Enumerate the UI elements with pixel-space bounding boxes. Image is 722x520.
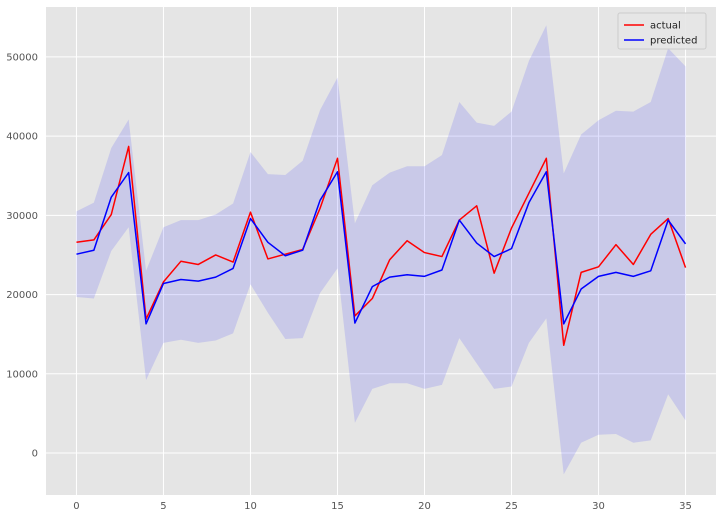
x-tick-label: 25: [505, 501, 518, 512]
y-tick-label: 50000: [6, 52, 38, 63]
x-tick-label: 35: [679, 501, 692, 512]
series-line-predicted: [76, 171, 687, 325]
x-tick-label: 5: [160, 501, 166, 512]
confidence-band-layer: [76, 25, 686, 475]
x-tick-label: 10: [244, 501, 257, 512]
x-axis: 0 5 10 15 20 25 30 35: [73, 501, 692, 512]
y-tick-label: 40000: [6, 132, 38, 143]
x-tick-label: 20: [418, 501, 431, 512]
plot-background: [46, 7, 716, 495]
x-tick-label: 0: [73, 501, 79, 512]
y-axis: 0 10000 20000 30000 40000 50000: [6, 52, 38, 459]
y-tick-label: 20000: [6, 290, 38, 301]
confidence-band: [76, 25, 686, 475]
x-tick-label: 15: [331, 501, 344, 512]
series-layer: [76, 145, 687, 347]
y-tick-label: 0: [32, 449, 38, 460]
legend-label-actual: actual: [650, 21, 681, 32]
legend-label-predicted: predicted: [650, 36, 697, 47]
x-tick-label: 30: [592, 501, 605, 512]
y-tick-label: 30000: [6, 211, 38, 222]
legend: actual predicted: [617, 12, 707, 50]
grid: [46, 7, 716, 495]
series-line-actual: [76, 145, 687, 347]
y-tick-label: 10000: [6, 369, 38, 380]
